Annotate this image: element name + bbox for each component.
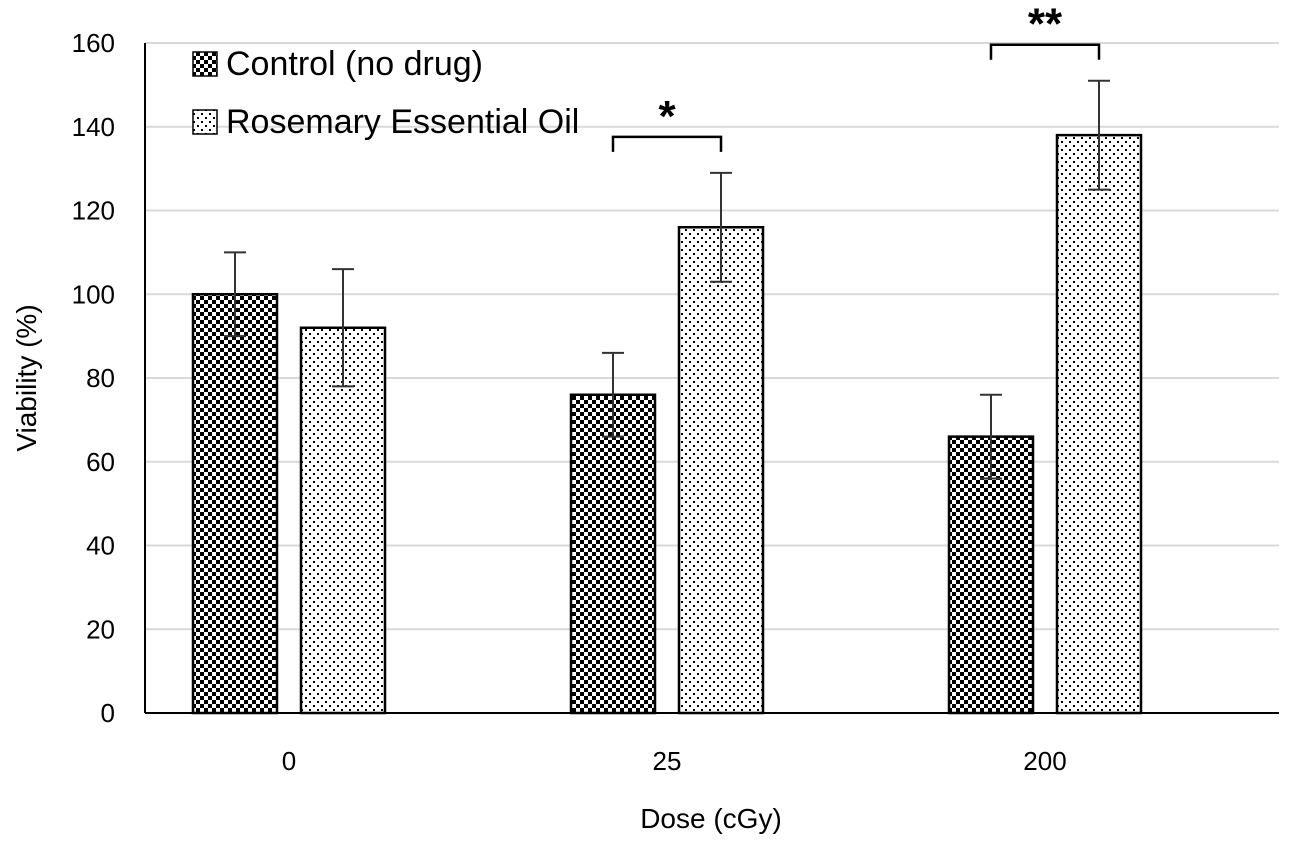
y-tick-label-100: 100 <box>72 279 115 309</box>
legend: Control (no drug) Rosemary Essential Oil <box>192 45 579 141</box>
tick-labels: 0 20 40 60 80 100 120 140 160 0 25 200 <box>72 28 1067 776</box>
significance-bracket-200: ** <box>989 0 1101 60</box>
significance-label-25: * <box>658 92 676 141</box>
bar-control-0 <box>191 293 279 715</box>
significance-annotations: *** <box>611 0 1101 152</box>
error-bar-rosemary-25 <box>710 171 732 283</box>
y-tick-label-160: 160 <box>72 28 115 58</box>
y-tick-label-80: 80 <box>86 363 115 393</box>
error-bar-control-0 <box>224 251 246 338</box>
error-bars <box>224 79 1110 480</box>
legend-label-control: Control (no drug) <box>226 45 483 83</box>
y-tick-label-0: 0 <box>101 698 115 728</box>
error-bar-control-200 <box>980 393 1002 480</box>
axes <box>144 43 1279 714</box>
y-tick-label-20: 20 <box>86 614 115 644</box>
significance-label-200: ** <box>1028 0 1063 49</box>
y-tick-label-120: 120 <box>72 196 115 226</box>
significance-bracket-line <box>989 43 1101 60</box>
bar-control-25 <box>569 393 657 715</box>
significance-bracket-25: * <box>611 92 723 152</box>
legend-item-rosemary: Rosemary Essential Oil <box>192 103 579 141</box>
error-bar-control-25 <box>602 351 624 438</box>
x-tick-label-200: 200 <box>1023 746 1066 776</box>
y-tick-label-60: 60 <box>86 447 115 477</box>
y-tick-label-140: 140 <box>72 112 115 142</box>
bar-rosemary-0 <box>299 326 387 715</box>
error-bar-rosemary-0 <box>332 268 354 388</box>
y-tick-label-40: 40 <box>86 531 115 561</box>
x-tick-label-0: 0 <box>282 746 296 776</box>
x-tick-label-25: 25 <box>653 746 682 776</box>
legend-item-control: Control (no drug) <box>192 45 483 83</box>
y-axis-title: Viability (%) <box>11 304 42 451</box>
significance-bracket-line <box>611 135 723 152</box>
legend-swatch-rosemary <box>192 109 218 135</box>
bars <box>191 133 1143 715</box>
legend-label-rosemary: Rosemary Essential Oil <box>226 103 579 141</box>
x-axis-title: Dose (cGy) <box>640 803 782 834</box>
error-bar-rosemary-200 <box>1088 79 1110 191</box>
legend-swatch-control <box>192 51 218 77</box>
bar-rosemary-200 <box>1055 133 1143 715</box>
bar-rosemary-25 <box>677 226 765 715</box>
